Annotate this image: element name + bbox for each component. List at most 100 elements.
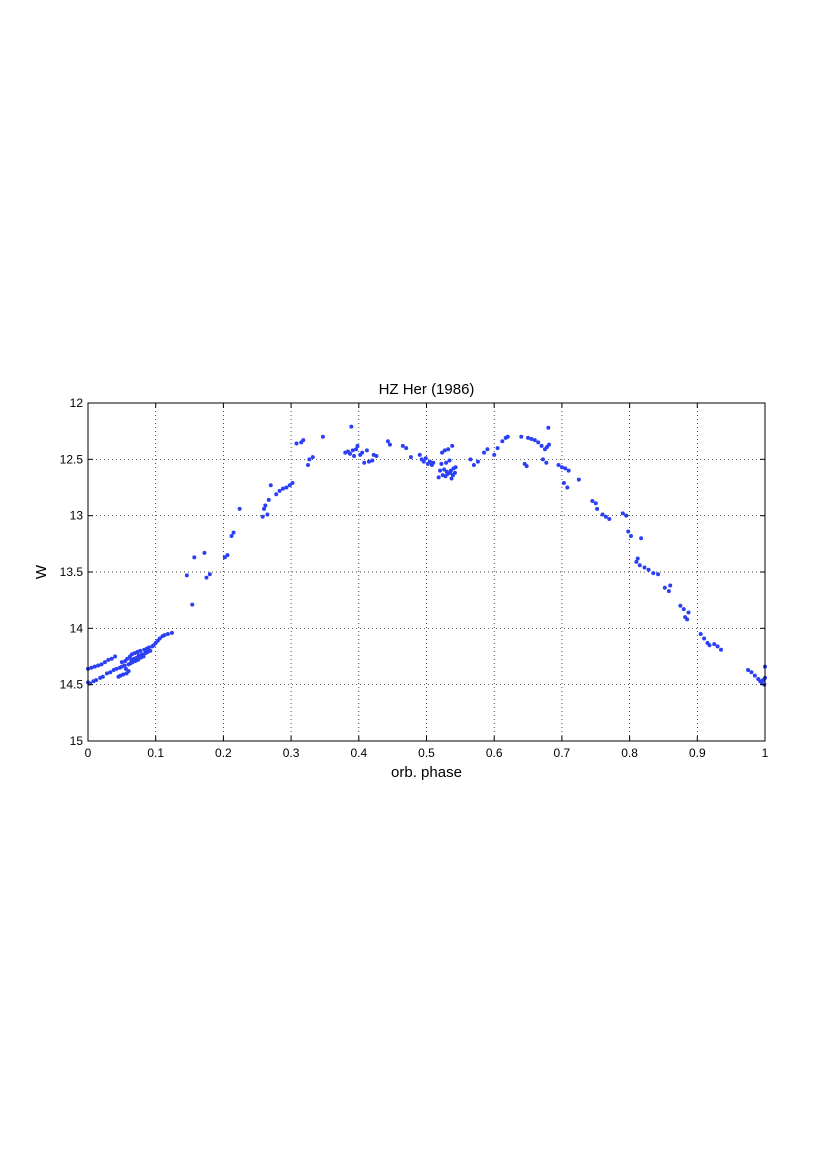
data-point	[447, 458, 452, 463]
data-point	[444, 460, 449, 465]
data-point	[626, 529, 631, 534]
y-axis: 12 12.5 13 13.5 14 14.5 15	[60, 396, 765, 748]
x-tick-label: 0	[85, 746, 92, 760]
data-point	[595, 506, 600, 511]
data-point	[109, 656, 114, 661]
data-point	[449, 476, 454, 481]
data-point	[662, 585, 667, 590]
data-point	[448, 468, 453, 473]
data-point	[752, 673, 757, 678]
data-point	[439, 461, 444, 466]
data-point	[265, 512, 270, 517]
data-point	[436, 475, 441, 480]
data-point	[452, 470, 457, 475]
y-tick-label: 13.5	[60, 565, 84, 579]
data-point	[94, 678, 99, 683]
data-point	[561, 480, 566, 485]
data-point	[637, 563, 642, 568]
data-point	[607, 517, 612, 522]
data-point	[566, 468, 571, 473]
data-point	[284, 485, 289, 490]
data-point	[485, 447, 490, 452]
data-point	[546, 425, 551, 430]
data-point	[707, 643, 712, 648]
data-point	[263, 503, 268, 508]
data-point	[427, 459, 432, 464]
data-point	[556, 462, 561, 467]
data-point	[482, 450, 487, 455]
data-point	[355, 443, 360, 448]
data-point	[184, 573, 189, 578]
data-point	[646, 567, 651, 572]
data-point	[698, 631, 703, 636]
data-point	[225, 553, 230, 558]
data-point	[119, 660, 124, 665]
data-point	[310, 455, 315, 460]
data-point	[268, 483, 273, 488]
data-point	[104, 671, 109, 676]
data-point	[600, 512, 605, 517]
data-point	[146, 645, 151, 650]
data-point	[603, 514, 608, 519]
data-point	[364, 448, 369, 453]
data-point	[544, 460, 549, 465]
data-point	[274, 492, 279, 497]
data-point	[370, 458, 375, 463]
y-tick-label: 13	[70, 509, 84, 523]
data-point	[651, 571, 656, 576]
data-point	[202, 550, 207, 555]
data-point	[366, 459, 371, 464]
y-tick-label: 15	[70, 734, 84, 748]
data-point	[349, 424, 354, 429]
x-tick-label: 0.5	[418, 746, 435, 760]
data-point	[524, 464, 529, 469]
data-point	[102, 660, 107, 665]
data-point	[718, 647, 723, 652]
data-point	[563, 466, 568, 471]
y-tick-label: 14.5	[60, 678, 84, 692]
x-axis-label: orb. phase	[391, 764, 462, 781]
data-point	[113, 654, 118, 659]
data-point	[421, 459, 426, 464]
x-tick-label: 0.3	[283, 746, 300, 760]
data-point	[519, 434, 524, 439]
data-point	[260, 514, 265, 519]
data-point	[442, 467, 447, 472]
data-point	[536, 440, 541, 445]
x-tick-label: 0.1	[147, 746, 164, 760]
data-point	[634, 559, 639, 564]
y-tick-label: 14	[70, 621, 84, 635]
data-point	[169, 630, 174, 635]
data-point	[417, 452, 422, 457]
data-point	[301, 438, 306, 443]
data-point	[400, 443, 405, 448]
data-point	[746, 668, 751, 673]
data-point	[715, 644, 720, 649]
data-point	[624, 513, 629, 518]
data-point	[685, 617, 690, 622]
data-point	[138, 648, 143, 653]
data-point	[404, 446, 409, 451]
x-axis: 0 0.1 0.2 0.3 0.4 0.5 0.6 0.7 0.8 0.9 1	[85, 403, 769, 760]
data-point	[280, 486, 285, 491]
data-point	[468, 457, 473, 462]
data-point	[352, 453, 357, 458]
data-point	[387, 442, 392, 447]
data-point	[500, 439, 505, 444]
data-point	[642, 565, 647, 570]
data-point	[656, 572, 661, 577]
data-point	[559, 465, 564, 470]
data-point	[450, 443, 455, 448]
data-point	[354, 447, 359, 452]
data-point	[307, 457, 312, 462]
y-tick-label: 12	[70, 396, 84, 410]
data-point	[408, 455, 413, 460]
data-point	[121, 672, 126, 677]
data-point	[442, 448, 447, 453]
data-point	[635, 556, 640, 561]
chart-title: HZ Her (1986)	[379, 381, 475, 398]
data-point	[122, 663, 127, 668]
data-point	[106, 657, 111, 662]
data-point	[162, 633, 167, 638]
data-point	[547, 442, 552, 447]
